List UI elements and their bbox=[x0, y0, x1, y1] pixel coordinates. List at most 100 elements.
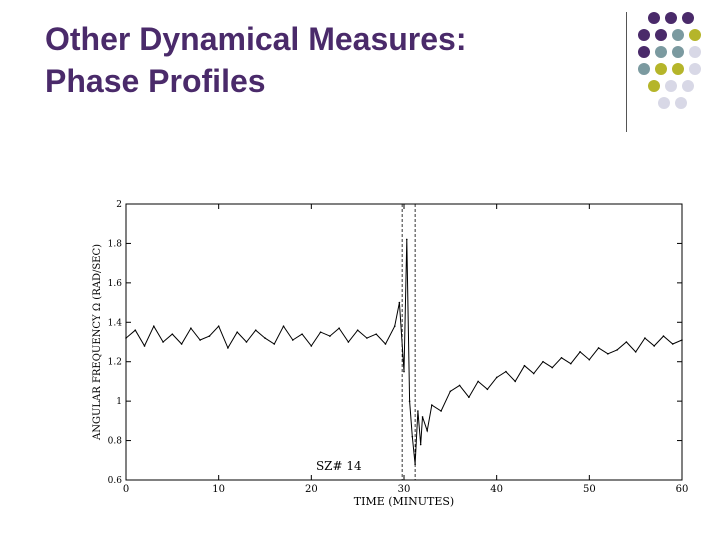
decorative-dot bbox=[638, 46, 650, 58]
plot-frame bbox=[125, 203, 683, 481]
slide-title-line2: Phase Profiles bbox=[45, 63, 266, 99]
decorative-dot bbox=[655, 29, 667, 41]
data-point bbox=[292, 339, 294, 341]
data-point bbox=[375, 333, 378, 335]
data-point bbox=[653, 345, 655, 347]
data-point bbox=[199, 339, 201, 341]
y-tick-label: 0.8 bbox=[108, 437, 123, 447]
decorative-dot bbox=[648, 12, 660, 24]
y-tick-label: 1.8 bbox=[108, 239, 123, 249]
decorative-dot bbox=[638, 29, 650, 41]
data-point bbox=[431, 404, 433, 406]
data-point bbox=[153, 325, 155, 328]
data-point bbox=[236, 331, 238, 333]
data-point bbox=[254, 329, 257, 331]
data-point bbox=[319, 331, 322, 333]
y-tick-label: 1 bbox=[116, 397, 122, 407]
y-tick-label: 2 bbox=[116, 200, 122, 210]
decorative-dot bbox=[689, 63, 701, 75]
data-point bbox=[505, 370, 507, 373]
data-point bbox=[329, 335, 331, 337]
data-point bbox=[208, 335, 211, 337]
data-point bbox=[227, 347, 229, 349]
data-point bbox=[458, 384, 461, 387]
seizure-annotation: SZ# 14 bbox=[316, 459, 362, 473]
data-point bbox=[419, 443, 422, 446]
data-point bbox=[495, 376, 498, 379]
data-point bbox=[338, 327, 340, 329]
data-point bbox=[662, 335, 665, 337]
x-tick-label: 50 bbox=[583, 484, 596, 495]
decorative-dot bbox=[655, 46, 667, 58]
data-point bbox=[560, 356, 563, 359]
decorative-dot bbox=[665, 12, 677, 24]
data-point bbox=[143, 345, 146, 347]
y-tick-label: 1.4 bbox=[108, 318, 123, 328]
decorative-dot bbox=[658, 97, 670, 109]
decorative-dot bbox=[682, 80, 694, 92]
y-tick-label: 1.6 bbox=[108, 279, 123, 289]
x-tick-label: 30 bbox=[398, 484, 411, 495]
data-point bbox=[644, 337, 646, 339]
decorative-dot bbox=[672, 46, 684, 58]
data-point bbox=[426, 429, 428, 432]
data-point bbox=[347, 341, 350, 343]
data-point bbox=[393, 325, 396, 328]
decorative-dot-grid bbox=[620, 8, 720, 138]
data-point bbox=[180, 343, 183, 345]
data-point bbox=[417, 410, 419, 412]
data-point bbox=[301, 333, 303, 335]
decorative-dot bbox=[638, 63, 650, 75]
data-point bbox=[310, 345, 313, 347]
decorative-dot bbox=[672, 63, 684, 75]
y-axis-label: ANGULAR FREQUENCY Ω (RAD/SEC) bbox=[92, 244, 103, 441]
phase-profile-chart: 0 10 20 30 40 50 60 0.6 0.8 1 1.2 1.4 1.6 1.8 2 ANGULAR… bbox=[92, 200, 689, 508]
x-tick-label: 20 bbox=[305, 484, 318, 495]
data-point bbox=[440, 410, 442, 412]
data-point bbox=[264, 337, 266, 339]
data-point bbox=[421, 416, 424, 418]
data-point bbox=[634, 351, 637, 353]
decorative-dot bbox=[689, 29, 701, 41]
decorative-dot bbox=[672, 29, 684, 41]
data-point bbox=[282, 325, 285, 328]
data-point bbox=[681, 339, 683, 341]
y-tick-label: 1.2 bbox=[108, 358, 122, 368]
data-point bbox=[125, 337, 127, 339]
data-point bbox=[570, 362, 572, 365]
data-point bbox=[273, 343, 276, 345]
data-point bbox=[408, 400, 411, 402]
data-point bbox=[171, 333, 174, 335]
x-tick-label: 0 bbox=[123, 484, 129, 495]
data-point bbox=[514, 380, 516, 383]
decorative-dot bbox=[682, 12, 694, 24]
x-tick-label: 10 bbox=[212, 484, 225, 495]
data-point bbox=[542, 360, 544, 363]
data-point bbox=[403, 370, 405, 373]
data-point bbox=[616, 349, 618, 351]
series-line bbox=[125, 239, 683, 465]
data-point bbox=[366, 337, 368, 339]
data-point bbox=[411, 435, 414, 438]
slide-title-line1: Other Dynamical Measures: bbox=[45, 21, 467, 57]
data-point bbox=[579, 351, 581, 353]
data-point bbox=[597, 347, 600, 349]
data-point bbox=[468, 396, 470, 398]
decorative-dot bbox=[675, 97, 687, 109]
data-point bbox=[217, 325, 220, 328]
x-tick-label: 60 bbox=[676, 484, 689, 495]
data-point bbox=[190, 327, 192, 329]
decorative-divider bbox=[626, 12, 627, 132]
data-point bbox=[671, 343, 674, 345]
decorative-dot bbox=[665, 80, 677, 92]
data-point bbox=[245, 341, 248, 343]
data-point bbox=[551, 366, 554, 369]
x-tick-label: 40 bbox=[490, 484, 503, 495]
data-point bbox=[398, 301, 401, 304]
x-axis-label: TIME (MINUTES) bbox=[354, 495, 454, 508]
data-point bbox=[356, 329, 359, 331]
data-point bbox=[607, 353, 609, 355]
data-point bbox=[486, 388, 489, 391]
data-point bbox=[588, 358, 591, 361]
data-point bbox=[449, 390, 452, 393]
